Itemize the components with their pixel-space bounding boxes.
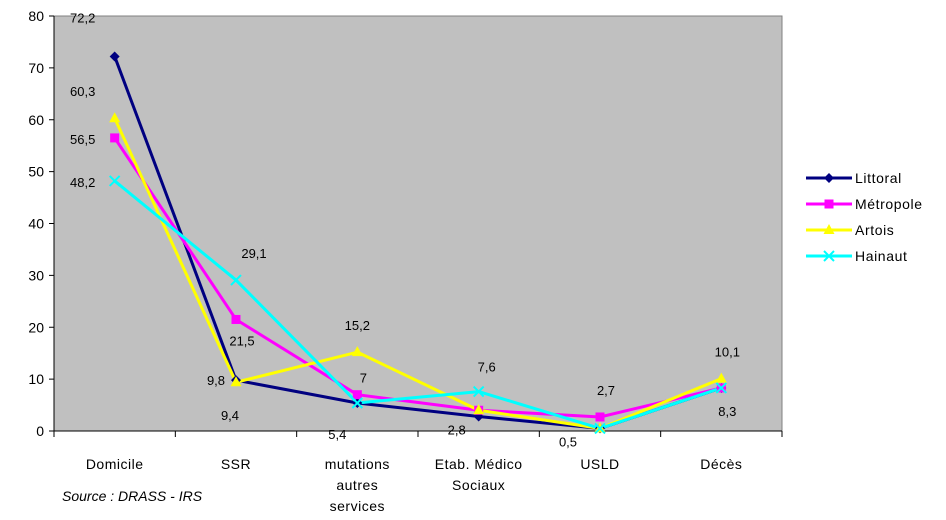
data-point-métropole xyxy=(595,412,605,422)
data-point-hainaut xyxy=(715,382,728,394)
series-line-métropole xyxy=(113,137,722,419)
legend-swatch-marker xyxy=(823,250,835,262)
data-label: 15,2 xyxy=(345,318,370,333)
data-point-métropole xyxy=(231,314,241,324)
data-point-hainaut xyxy=(351,397,364,409)
data-point-hainaut xyxy=(472,385,485,398)
x-category-label: Décès xyxy=(700,456,742,472)
data-point-artois xyxy=(109,112,121,123)
data-label: 0,5 xyxy=(559,434,577,449)
legend-swatch-marker xyxy=(824,173,834,183)
data-labels: 72,2 60,3 56,5 48,2 29,1 21,5 9,8 9,4 15,2 7 5,4 7,… xyxy=(70,10,740,449)
x-axis-categories: Domicile SSR mutations autres services Etab. … xyxy=(53,431,783,514)
data-label: 7 xyxy=(360,371,367,386)
source-note: Source : DRASS - IRS xyxy=(62,488,203,504)
data-label: 5,4 xyxy=(328,427,346,442)
y-tick-label: 70 xyxy=(28,60,44,76)
x-category-label: SSR xyxy=(221,456,251,472)
x-category-label: Etab. Médico xyxy=(435,456,523,472)
legend-label-artois: Artois xyxy=(855,222,894,238)
x-category-label: Sociaux xyxy=(452,477,505,493)
y-tick-label: 40 xyxy=(28,216,44,232)
series-line-hainaut xyxy=(113,179,722,430)
y-tick-label: 80 xyxy=(28,8,44,24)
y-tick-label: 10 xyxy=(28,371,44,387)
data-point-métropole xyxy=(110,133,120,143)
legend-swatch-marker xyxy=(823,224,835,234)
series-markers xyxy=(108,51,728,435)
data-point-hainaut xyxy=(108,175,121,187)
data-point-hainaut xyxy=(230,274,242,286)
data-label: 9,8 xyxy=(207,373,225,388)
y-tick-label: 30 xyxy=(28,267,44,283)
data-label: 72,2 xyxy=(70,10,95,25)
y-tick-label: 0 xyxy=(36,423,44,439)
y-tick-label: 60 xyxy=(28,112,44,128)
series-lines xyxy=(113,55,722,430)
data-label: 48,2 xyxy=(70,175,95,190)
data-point-artois xyxy=(351,346,363,357)
data-label: 2,7 xyxy=(597,383,615,398)
data-point-artois xyxy=(473,404,485,415)
data-label: 8,3 xyxy=(718,404,736,419)
data-point-littoral xyxy=(109,51,120,62)
x-category-label: mutations xyxy=(325,456,390,472)
x-category-label: USLD xyxy=(580,456,619,472)
legend-label-hainaut: Hainaut xyxy=(855,248,907,264)
data-label: 56,5 xyxy=(70,132,95,147)
y-tick-label: 50 xyxy=(28,164,44,180)
data-point-artois xyxy=(715,372,727,383)
data-label: 21,5 xyxy=(229,333,254,348)
data-label: 60,3 xyxy=(70,84,95,99)
data-point-métropole xyxy=(352,390,362,400)
data-label: 9,4 xyxy=(221,408,239,423)
legend-label-métropole: Métropole xyxy=(855,196,923,212)
x-category-label: autres xyxy=(336,477,378,493)
y-axis-ticks: 0 10 20 30 40 50 60 70 80 xyxy=(28,8,54,439)
y-tick-label: 20 xyxy=(28,319,44,335)
data-point-hainaut xyxy=(594,422,606,435)
plot-area xyxy=(53,15,783,432)
data-label: 29,1 xyxy=(241,246,266,261)
legend-swatch-marker xyxy=(824,199,834,209)
data-label: 7,6 xyxy=(478,360,496,375)
x-category-label: Domicile xyxy=(86,456,144,472)
data-label: 10,1 xyxy=(715,345,740,360)
data-point-artois xyxy=(230,376,242,387)
x-category-label: services xyxy=(330,498,385,514)
legend-label-littoral: Littoral xyxy=(855,170,902,186)
data-label: 2,8 xyxy=(448,422,466,437)
legend: Littoral Métropole Artois Hainaut xyxy=(806,170,923,264)
